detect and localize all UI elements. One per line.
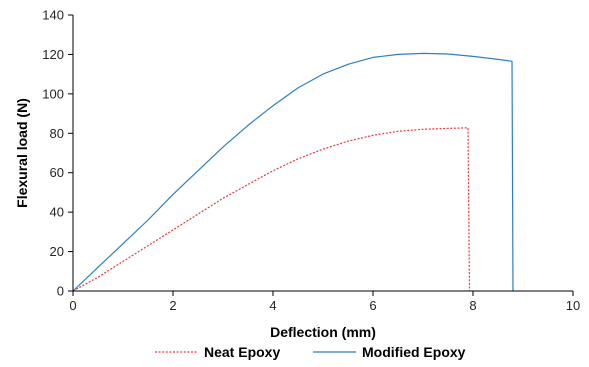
plot-area (72, 52, 514, 292)
x-tick-label: 2 (169, 298, 176, 313)
x-tick-label: 4 (269, 298, 276, 313)
y-ticks: 0 20 40 60 80 100 120 140 (42, 8, 73, 299)
series-line-neat-epoxy (72, 127, 471, 292)
y-axis-title: Flexural load (N) (14, 98, 30, 208)
legend-label: Modified Epoxy (362, 344, 466, 360)
y-tick-label: 140 (42, 8, 64, 23)
y-tick-label: 20 (50, 244, 64, 259)
x-tick-label: 6 (369, 298, 376, 313)
axes (72, 15, 573, 292)
series-line-modified-epoxy (72, 52, 514, 292)
x-tick-label: 10 (566, 298, 580, 313)
x-tick-label: 0 (69, 298, 76, 313)
y-tick-label: 40 (50, 205, 64, 220)
x-axis-title: Deflection (mm) (270, 324, 376, 340)
y-tick-label: 120 (42, 47, 64, 62)
x-tick-label: 8 (469, 298, 476, 313)
legend-label: Neat Epoxy (204, 344, 280, 360)
y-tick-label: 60 (50, 165, 64, 180)
legend: Neat Epoxy Modified Epoxy (155, 344, 466, 360)
y-tick-label: 80 (50, 126, 64, 141)
y-tick-label: 100 (42, 86, 64, 101)
x-ticks: 0 2 4 6 8 10 (69, 291, 580, 313)
y-tick-label: 0 (57, 284, 64, 299)
